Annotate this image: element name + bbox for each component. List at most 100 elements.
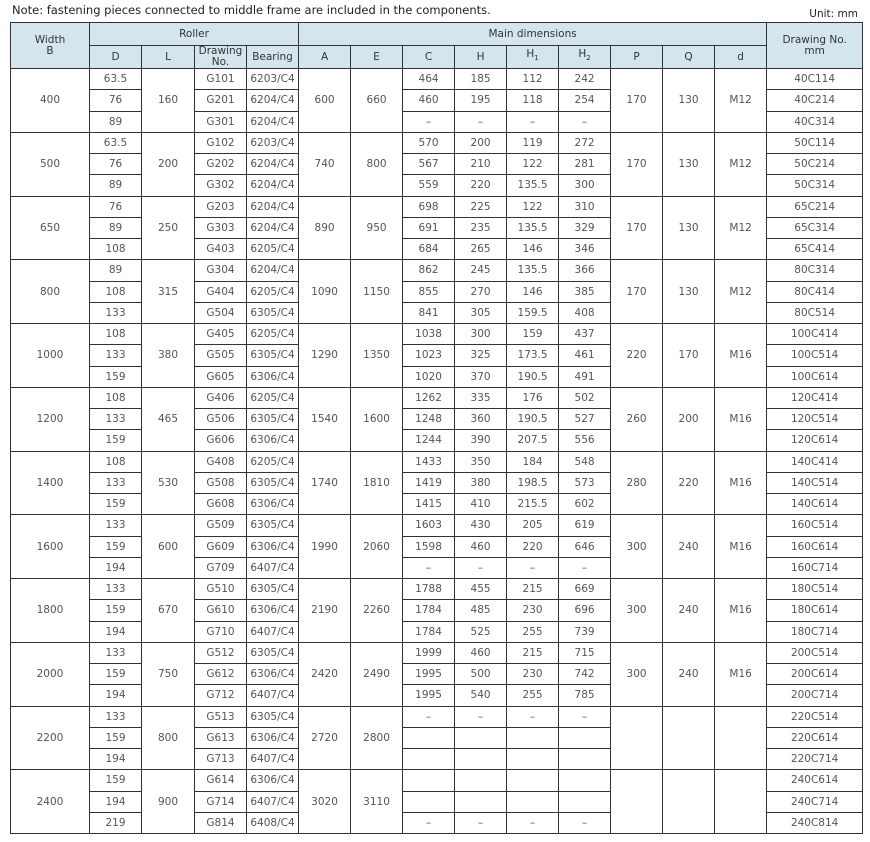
cell-h2: 385 [558, 280, 612, 303]
cell-c: 1788 [402, 577, 456, 601]
cell-c: 1598 [402, 535, 456, 558]
cell-c: – [402, 811, 456, 835]
cell-d-bolt: M16 [714, 450, 768, 516]
cell-p: 280 [610, 450, 664, 516]
cell-a: 2720 [298, 705, 352, 771]
cell-h1: 198.5 [506, 471, 560, 495]
cell-h: 185 [454, 67, 508, 91]
cell-a: 1740 [298, 450, 352, 516]
table-row: 650 76 250 G203 6204/C4 890 950 698 225 122 310 170… [10, 195, 864, 261]
cell-d: 159 [89, 726, 142, 750]
cell-h2: – [558, 556, 612, 580]
cell-h2 [558, 769, 612, 792]
table-row: 2200 133 800 G513 6305/C4 2720 2800– – – –220C514 [10, 705, 864, 771]
cell-roller-drawing-no: G203 [194, 195, 247, 218]
cell-d: 159 [89, 769, 142, 792]
cell-q: 240 [662, 641, 716, 707]
cell-h: 455 [454, 577, 508, 601]
header-width-label: Width [34, 33, 66, 46]
table-row: 159 G608 6306/C4 1415 410 215.5 602 140C614 [11, 492, 864, 516]
cell-h1: 146 [506, 280, 560, 303]
cell-h2: 646 [558, 535, 612, 558]
cell-p: 170 [610, 259, 664, 324]
cell-roller-drawing-no: G405 [194, 322, 247, 346]
cell-h2 [558, 790, 612, 813]
table-row: 194 G712 6407/C4 1995 540 255 785 200C714 [11, 684, 864, 707]
cell-h1: 173.5 [506, 344, 560, 367]
cell-h: 525 [454, 620, 508, 643]
cell-roller-drawing-no: G712 [194, 684, 247, 707]
cell-h2: – [558, 110, 612, 133]
cell-drawing-no: 100C514 [766, 344, 864, 367]
header-col-h: H [454, 45, 508, 69]
cell-h1: 230 [506, 662, 560, 686]
cell-h: 210 [454, 152, 508, 176]
cell-roller-drawing-no: G406 [194, 386, 247, 410]
table-row: 159 G613 6306/C4 220C614 [11, 726, 864, 750]
cell-roller-drawing-no: G102 [194, 131, 247, 155]
table-row: 194 G709 6407/C4– – – –160C714 [11, 556, 864, 580]
cell-roller-drawing-no: G605 [194, 365, 247, 388]
cell-d-bolt: M16 [714, 514, 768, 579]
cell-q [662, 705, 716, 771]
cell-c: 1415 [402, 492, 456, 516]
cell-h1: 190.5 [506, 365, 560, 388]
table-row: 500 63.5 200 G102 6203/C4 740 800 570 200 119 272 1… [10, 131, 864, 197]
cell-drawing-no: 160C714 [766, 556, 864, 580]
table-row: 159 G605 6306/C4 1020 370 190.5 491 100C614 [11, 365, 864, 388]
cell-roller-drawing-no: G303 [194, 216, 247, 240]
cell-roller-drawing-no: G509 [194, 514, 247, 537]
cell-h: – [454, 811, 508, 835]
cell-h [454, 747, 508, 771]
header-col-h1: H1 [506, 45, 560, 69]
cell-bearing: 6306/C4 [245, 535, 300, 558]
cell-l: 200 [141, 131, 195, 197]
cell-bearing: 6204/C4 [245, 259, 300, 282]
cell-h1: 184 [506, 450, 560, 473]
cell-c: 1995 [402, 684, 456, 707]
cell-drawing-no: 200C714 [766, 684, 864, 707]
cell-drawing-no: 160C514 [766, 514, 864, 537]
cell-d-bolt: M16 [714, 578, 768, 643]
cell-roller-drawing-no: G101 [194, 67, 247, 91]
cell-c: – [402, 556, 456, 580]
cell-h2: 281 [558, 152, 612, 176]
cell-h: 245 [454, 259, 508, 282]
cell-h: 380 [454, 471, 508, 495]
cell-drawing-no: 100C414 [766, 322, 864, 346]
cell-h2 [558, 747, 612, 771]
cell-d: 63.5 [89, 67, 142, 91]
cell-h2: 696 [558, 599, 612, 622]
cell-bearing: 6204/C4 [245, 152, 300, 176]
cell-h1: 119 [506, 131, 560, 155]
cell-bearing: 6305/C4 [245, 514, 300, 537]
cell-d: 63.5 [89, 131, 142, 155]
cell-bearing: 6205/C4 [245, 280, 300, 303]
header-width: Width B [10, 22, 90, 69]
cell-e: 3110 [350, 769, 404, 834]
cell-width-b: 1600 [10, 514, 90, 579]
header-drawing-no: Drawing No. mm [766, 22, 864, 69]
cell-h2: 619 [558, 514, 612, 537]
cell-d: 194 [89, 556, 142, 580]
cell-drawing-no: 200C614 [766, 662, 864, 686]
cell-l: 750 [141, 641, 195, 707]
cell-p: 300 [610, 514, 664, 579]
cell-d: 89 [89, 110, 142, 133]
header-col-a: A [298, 45, 352, 69]
cell-h2: 669 [558, 577, 612, 601]
table-row: 133 G506 6305/C4 1248 360 190.5 527 120C514 [11, 407, 864, 431]
table-row: 1000 108 380 G405 6205/C4 1290 1350 1038 300 159 4… [10, 322, 864, 388]
cell-h1: – [506, 811, 560, 835]
cell-drawing-no: 180C614 [766, 599, 864, 622]
cell-h: 370 [454, 365, 508, 388]
cell-bearing: 6306/C4 [245, 365, 300, 388]
cell-c: 1262 [402, 386, 456, 410]
header-col-h2: H2 [558, 45, 612, 69]
header-col-bearing: Bearing [245, 45, 300, 69]
cell-a: 2420 [298, 641, 352, 707]
cell-e: 2260 [350, 578, 404, 643]
cell-d: 194 [89, 747, 142, 771]
cell-bearing: 6305/C4 [245, 705, 300, 728]
cell-c: 1038 [402, 322, 456, 346]
